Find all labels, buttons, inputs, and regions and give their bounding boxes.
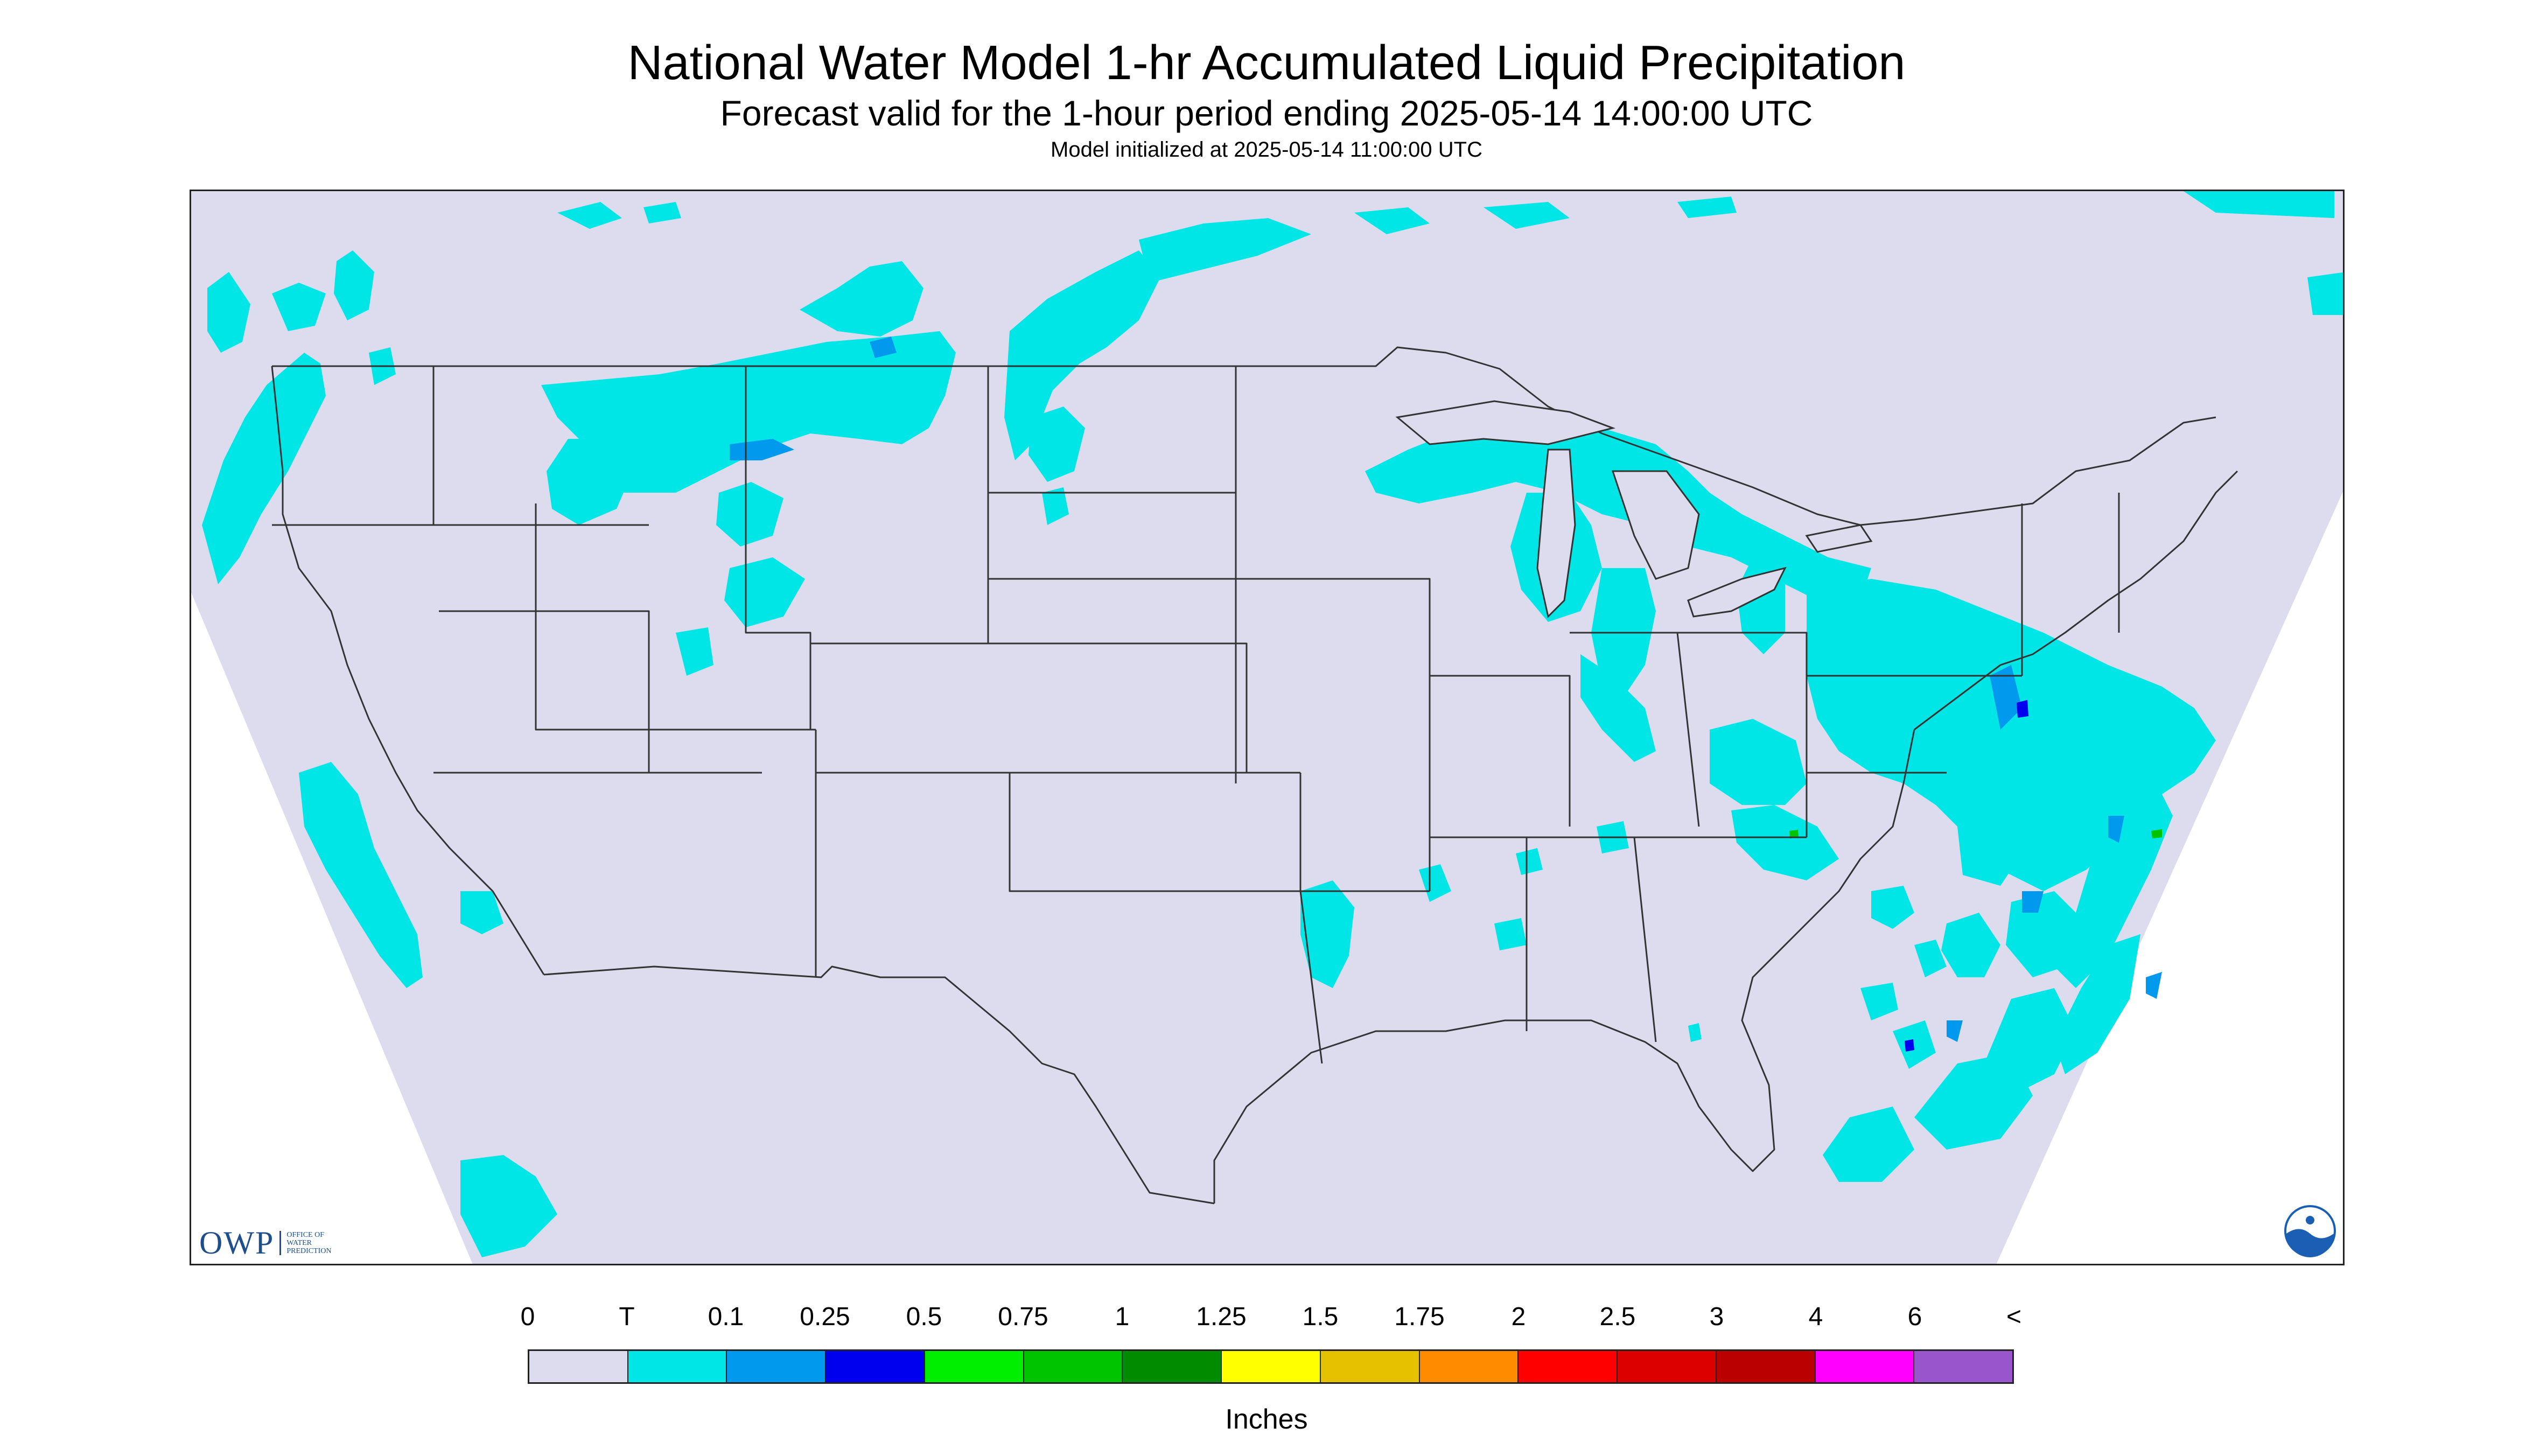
legend-units-label: Inches <box>1225 1404 1308 1435</box>
legend-swatch <box>727 1351 827 1382</box>
legend-tick-label: 6 <box>1907 1303 1922 1331</box>
legend-tick-label: 0.5 <box>906 1303 942 1331</box>
legend-tick-label: < <box>2006 1303 2022 1331</box>
legend-swatch <box>529 1351 628 1382</box>
legend-tick-label: 1 <box>1115 1303 1130 1331</box>
legend-swatch <box>1815 1351 1915 1382</box>
model-init-text: Model initialized at 2025-05-14 11:00:00… <box>1051 138 1482 162</box>
lake-huron <box>1611 470 1700 580</box>
legend-swatch <box>1716 1351 1816 1382</box>
noaa-logo <box>2284 1205 2336 1257</box>
legend-tick-label: 0.25 <box>800 1303 850 1331</box>
legend-swatch <box>1123 1351 1222 1382</box>
legend-tick-label: 4 <box>1808 1303 1823 1331</box>
legend-tick-label: 0.1 <box>708 1303 744 1331</box>
precipitation-overlay <box>202 191 2343 1257</box>
map-subtitle: Forecast valid for the 1-hour period end… <box>720 93 1813 133</box>
legend-tick-label: 2 <box>1511 1303 1526 1331</box>
lake-erie <box>1687 566 1787 618</box>
legend-tick-label: T <box>619 1303 635 1331</box>
outside-domain-right <box>1996 492 2343 1264</box>
legend-swatch <box>1024 1351 1123 1382</box>
legend-swatch <box>826 1351 925 1382</box>
legend-tick-label: 1.75 <box>1394 1303 1445 1331</box>
lake-michigan <box>1536 449 1576 618</box>
precipitation-legend <box>528 1349 2014 1384</box>
precipitation-moderate <box>1789 829 2162 838</box>
legend-swatch <box>1618 1351 1717 1382</box>
great-lakes <box>1395 400 1873 618</box>
political-boundaries <box>271 346 2238 1205</box>
precipitation-map <box>190 190 2345 1265</box>
legend-tick-label: 1.25 <box>1196 1303 1247 1331</box>
legend-swatch <box>1914 1351 2013 1382</box>
legend-swatch <box>925 1351 1024 1382</box>
legend-tick-label: 0.75 <box>998 1303 1048 1331</box>
legend-tick-label: 1.5 <box>1302 1303 1339 1331</box>
legend-swatch <box>1222 1351 1321 1382</box>
lake-superior <box>1395 400 1616 445</box>
legend-tick-label: 0 <box>520 1303 535 1331</box>
lake-ontario <box>1805 524 1873 553</box>
precipitation-heaviest <box>1905 700 2028 1052</box>
legend-tick-label: 2.5 <box>1599 1303 1636 1331</box>
map-title: National Water Model 1-hr Accumulated Li… <box>627 36 1906 90</box>
legend-swatch <box>628 1351 727 1382</box>
legend-swatch <box>1419 1351 1519 1382</box>
legend-tick-label: 3 <box>1709 1303 1724 1331</box>
legend-swatch <box>1519 1351 1618 1382</box>
legend-swatch <box>1320 1351 1420 1382</box>
owp-logo: OWP OFFICE OF WATER PREDICTION <box>199 1224 332 1261</box>
